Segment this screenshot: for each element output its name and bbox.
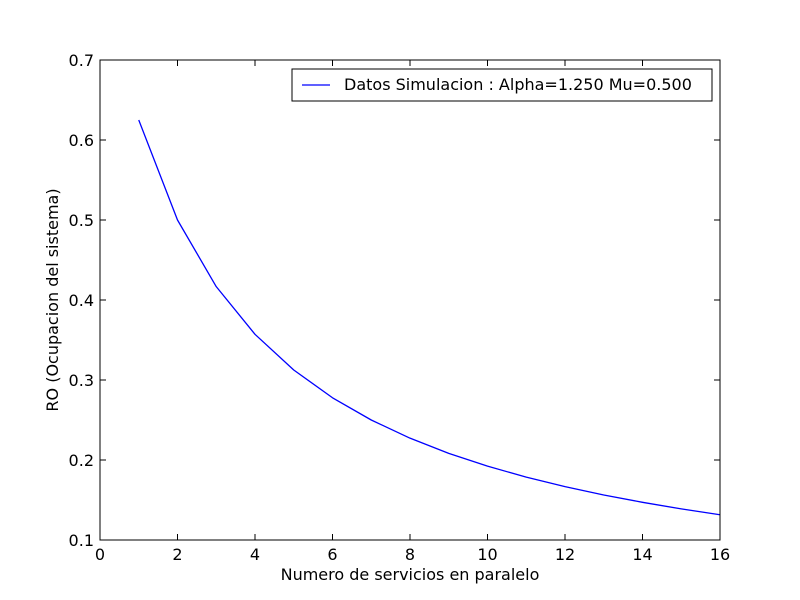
x-tick-label: 14 [632, 545, 652, 564]
y-tick-label: 0.6 [69, 131, 94, 150]
y-tick-label: 0.4 [69, 291, 94, 310]
legend: Datos Simulacion : Alpha=1.250 Mu=0.500 [291, 68, 713, 102]
x-tick-label: 8 [405, 545, 415, 564]
y-tick-label: 0.5 [69, 211, 94, 230]
y-tick-label: 0.3 [69, 371, 94, 390]
y-tick-label: 0.1 [69, 531, 94, 550]
y-axis-label: RO (Ocupacion del sistema) [43, 188, 62, 411]
legend-box [291, 68, 713, 102]
x-tick-label: 6 [327, 545, 337, 564]
y-tick-label: 0.7 [69, 51, 94, 70]
x-tick-label: 0 [95, 545, 105, 564]
plot-frame [99, 59, 721, 541]
x-axis-label: Numero de servicios en paralelo [281, 565, 540, 584]
series-line [138, 119, 721, 516]
x-tick-label: 12 [555, 545, 575, 564]
x-tick-label: 10 [477, 545, 497, 564]
x-tick-label: 2 [172, 545, 182, 564]
x-tick-label: 4 [250, 545, 260, 564]
legend-label: Datos Simulacion : Alpha=1.250 Mu=0.500 [344, 75, 692, 94]
y-tick-label: 0.2 [69, 451, 94, 470]
x-tick-label: 16 [710, 545, 730, 564]
